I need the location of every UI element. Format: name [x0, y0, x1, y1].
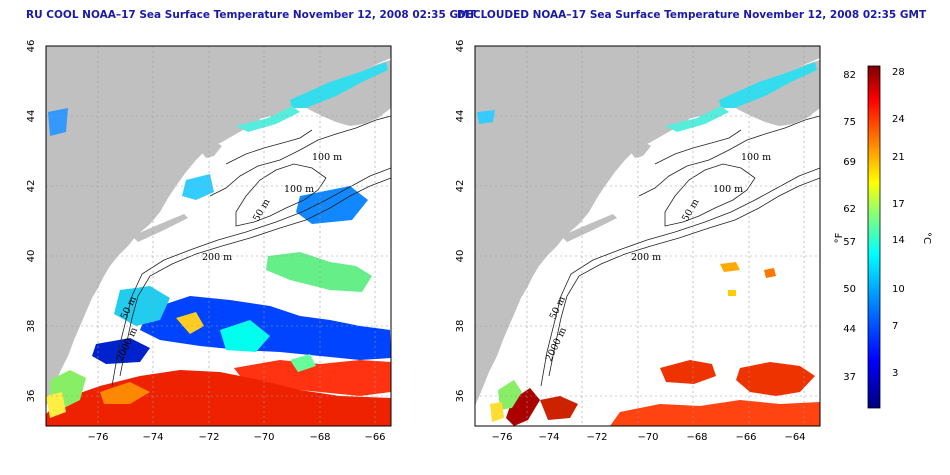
right-map-title: DECLOUDED NOAA–17 Sea Surface Temperatur… — [457, 9, 927, 21]
left-lon-ticks: −76 −74 −72 −70 −68 −66 — [87, 432, 385, 443]
lat-tick-label: 40 — [26, 250, 37, 263]
left-bathymetry-contours — [111, 115, 391, 387]
right-sst-patches — [477, 62, 820, 426]
f-tick-label: 75 — [843, 117, 856, 128]
right-land-mainland — [475, 46, 820, 406]
lat-tick-label: 38 — [455, 320, 466, 333]
c-tick-label: 3 — [892, 368, 898, 379]
f-tick-label: 37 — [843, 372, 856, 383]
right-map-panel: 100 m 100 m 50 m 200 m 50 m 2000 m −76 −… — [455, 40, 821, 443]
right-contour-label: 100 m — [741, 152, 771, 163]
c-tick-label: 21 — [892, 152, 905, 163]
lon-tick-label: −68 — [686, 432, 707, 443]
f-tick-label: 57 — [843, 237, 856, 248]
right-lon-ticks: −76 −74 −72 −70 −68 −66 −64 — [491, 432, 805, 443]
colorbar-fahrenheit-label: °F — [834, 232, 845, 243]
f-tick-label: 82 — [843, 70, 856, 81]
left-contour-label: 100 m — [312, 152, 342, 163]
colorbar-c-ticks: 28 24 21 17 14 10 7 3 — [892, 67, 905, 379]
c-tick-label: 7 — [892, 321, 898, 332]
left-land-longisland — [132, 214, 188, 242]
lon-tick-label: −66 — [735, 432, 756, 443]
colorbar-f-ticks: 82 75 69 62 57 50 44 37 — [843, 70, 856, 383]
left-land-capecod — [200, 140, 222, 158]
lon-tick-label: −64 — [784, 432, 805, 443]
lat-tick-label: 38 — [26, 320, 37, 333]
lat-tick-label: 44 — [26, 110, 37, 123]
c-tick-label: 14 — [892, 235, 905, 246]
lon-tick-label: −74 — [538, 432, 559, 443]
left-map-frame — [45, 45, 392, 427]
right-contour-label: 100 m — [713, 184, 743, 195]
left-map-title: RU COOL NOAA–17 Sea Surface Temperature … — [26, 9, 476, 21]
f-tick-label: 44 — [843, 324, 856, 335]
right-lat-ticks: 46 44 42 40 38 36 — [455, 40, 466, 403]
left-sst-patches — [46, 62, 391, 426]
lat-tick-label: 42 — [455, 180, 466, 193]
lon-tick-label: −72 — [586, 432, 607, 443]
f-tick-label: 62 — [843, 204, 856, 215]
lon-tick-label: −76 — [491, 432, 512, 443]
colorbar-scale — [867, 65, 881, 409]
lon-tick-label: −68 — [309, 432, 330, 443]
lon-tick-label: −66 — [364, 432, 385, 443]
lat-tick-label: 36 — [26, 390, 37, 403]
left-contour-label: 100 m — [284, 184, 314, 195]
right-contour-label: 200 m — [631, 252, 661, 263]
lat-tick-label: 42 — [26, 180, 37, 193]
lon-tick-label: −76 — [87, 432, 108, 443]
lon-tick-label: −74 — [142, 432, 163, 443]
c-tick-label: 10 — [892, 284, 905, 295]
lat-tick-label: 46 — [26, 40, 37, 53]
c-tick-label: 28 — [892, 67, 905, 78]
left-land-mainland — [46, 46, 391, 406]
c-tick-label: 24 — [892, 114, 905, 125]
f-tick-label: 69 — [843, 157, 856, 168]
lon-tick-label: −72 — [198, 432, 219, 443]
lat-tick-label: 46 — [455, 40, 466, 53]
left-grid — [46, 46, 391, 426]
left-map-panel: 100 m 100 m 50 m 200 m 50 m 2000 m −76 −… — [26, 40, 392, 443]
right-land-longisland — [561, 214, 617, 242]
right-land-capecod — [629, 140, 651, 158]
lon-tick-label: −70 — [637, 432, 658, 443]
right-bathymetry-contours — [540, 115, 820, 387]
f-tick-label: 50 — [843, 284, 856, 295]
lat-tick-label: 40 — [455, 250, 466, 263]
left-contour-label: 200 m — [202, 252, 232, 263]
colorbar: 82 75 69 62 57 50 44 37 28 24 21 17 14 1… — [834, 65, 932, 409]
c-tick-label: 17 — [892, 199, 905, 210]
lat-tick-label: 44 — [455, 110, 466, 123]
colorbar-celsius-label: °C — [921, 232, 932, 244]
right-map-frame — [474, 45, 821, 427]
lat-tick-label: 36 — [455, 390, 466, 403]
lon-tick-label: −70 — [253, 432, 274, 443]
right-grid — [475, 46, 820, 426]
left-lat-ticks: 46 44 42 40 38 36 — [26, 40, 37, 403]
